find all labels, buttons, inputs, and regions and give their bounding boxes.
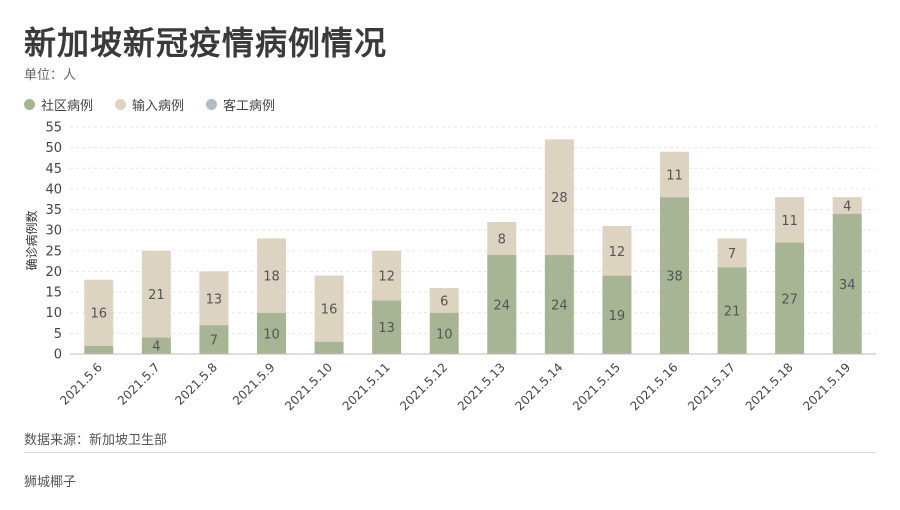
bar-label-0-2021.5.19: 34 [839, 278, 856, 293]
bar-1-2021.5.10 [314, 275, 344, 342]
bar-label-1-2021.5.8: 13 [206, 292, 223, 307]
bar-label-1-2021.5.6: 16 [91, 307, 108, 322]
bar-label-1-2021.5.10: 16 [321, 303, 338, 318]
bar-label-1-2021.5.9: 18 [263, 270, 280, 285]
y-tick-label-40: 40 [45, 182, 62, 197]
brand-name: 狮城椰子 [24, 475, 77, 490]
bar-1-2021.5.12 [429, 287, 459, 313]
x-tick-label-2021.5.13: 2021.5.13 [455, 360, 508, 413]
legend-dot-worker [206, 99, 218, 110]
x-tick-label-2021.5.17: 2021.5.17 [685, 360, 738, 413]
unit-label: 单位：人 [24, 68, 77, 83]
y-tick-label-45: 45 [45, 162, 62, 177]
x-tick-label-2021.5.19: 2021.5.19 [800, 360, 853, 413]
bar-label-0-2021.5.12: 10 [436, 327, 453, 342]
bar-label-0-2021.5.13: 24 [494, 298, 511, 313]
legend-item-imported[interactable]: 输入病例 [115, 95, 184, 114]
bar-1-2021.5.19 [832, 197, 862, 214]
bar-0-2021.5.11 [372, 300, 402, 354]
x-tick-label-2021.5.7: 2021.5.7 [115, 360, 163, 408]
y-axis-title: 确诊病例数 [24, 210, 39, 270]
bar-label-1-2021.5.15: 12 [609, 245, 626, 260]
x-tick-label-2021.5.12: 2021.5.12 [397, 360, 450, 413]
bar-1-2021.5.11 [372, 250, 402, 301]
y-tick-label-10: 10 [45, 306, 62, 321]
bar-0-2021.5.18 [775, 242, 805, 354]
bar-1-2021.5.7 [141, 250, 171, 338]
bar-0-2021.5.8 [199, 325, 229, 354]
y-tick-label-5: 5 [54, 327, 62, 342]
bar-0-2021.5.13 [487, 254, 517, 354]
bar-label-1-2021.5.12: 6 [440, 294, 448, 309]
bar-label-1-2021.5.19: 4 [843, 199, 851, 214]
footer-divider [24, 452, 876, 453]
y-tick-label-50: 50 [45, 141, 62, 156]
bar-0-2021.5.6 [84, 345, 114, 354]
y-tick-label-15: 15 [45, 286, 62, 301]
x-tick-label-2021.5.14: 2021.5.14 [512, 360, 565, 413]
bar-label-1-2021.5.17: 7 [728, 247, 736, 262]
bar-0-2021.5.10 [314, 341, 344, 354]
bar-0-2021.5.16 [660, 197, 689, 354]
y-tick-label-0: 0 [54, 348, 62, 363]
bar-0-2021.5.7 [141, 337, 171, 354]
bar-label-1-2021.5.16: 11 [666, 168, 683, 183]
bar-0-2021.5.12 [429, 312, 459, 354]
bar-1-2021.5.13 [487, 221, 517, 255]
bar-label-0-2021.5.17: 21 [724, 305, 741, 320]
bar-label-1-2021.5.7: 21 [148, 288, 165, 303]
x-tick-label-2021.5.18: 2021.5.18 [743, 360, 796, 413]
bar-label-0-2021.5.7: 4 [152, 340, 160, 355]
stacked-bar-chart: 0 5 10 15 20 25 30 35 40 45 50 55 确诊病例数 16 2021.5.6 4 21… [24, 121, 876, 413]
y-tick-label-25: 25 [45, 244, 62, 259]
chart-title: 新加坡新冠疫情病例情况 [24, 24, 388, 62]
legend-dot-community [24, 99, 35, 110]
y-tick-label-35: 35 [45, 203, 62, 218]
bar-label-1-2021.5.11: 12 [378, 270, 395, 285]
bar-label-1-2021.5.18: 11 [781, 214, 798, 229]
bar-0-2021.5.14 [544, 254, 574, 354]
legend-label-imported: 输入病例 [132, 99, 185, 114]
legend-item-worker[interactable]: 客工病例 [206, 95, 275, 114]
y-tick-label-30: 30 [45, 224, 62, 239]
bar-label-0-2021.5.18: 27 [781, 292, 798, 307]
bar-1-2021.5.14 [544, 139, 574, 255]
x-tick-label-2021.5.16: 2021.5.16 [628, 360, 681, 413]
legend-label-worker: 客工病例 [223, 99, 276, 114]
bar-label-0-2021.5.14: 24 [551, 298, 568, 313]
bar-1-2021.5.9 [257, 238, 286, 313]
bar-1-2021.5.8 [199, 271, 229, 326]
x-tick-label-2021.5.8: 2021.5.8 [172, 360, 220, 408]
bar-0-2021.5.15 [602, 275, 632, 354]
data-source: 数据来源：新加坡卫生部 [24, 433, 168, 448]
bar-label-0-2021.5.16: 38 [666, 270, 683, 285]
bar-label-1-2021.5.14: 28 [551, 191, 568, 206]
x-tick-label-2021.5.9: 2021.5.9 [230, 360, 278, 408]
x-tick-label-2021.5.6: 2021.5.6 [57, 360, 105, 408]
bar-1-2021.5.6 [84, 279, 114, 346]
y-tick-label-20: 20 [45, 265, 62, 280]
bar-0-2021.5.17 [717, 267, 747, 354]
legend-dot-imported [115, 99, 127, 110]
bar-label-0-2021.5.11: 13 [378, 321, 395, 336]
bar-1-2021.5.17 [717, 238, 747, 268]
bar-label-0-2021.5.8: 7 [210, 334, 218, 349]
y-tick-label-55: 55 [45, 121, 62, 136]
bar-0-2021.5.19 [832, 213, 862, 354]
legend-item-community[interactable]: 社区病例 [24, 95, 93, 114]
x-tick-label-2021.5.11: 2021.5.11 [340, 360, 393, 413]
bar-1-2021.5.18 [775, 197, 805, 243]
legend-label-community: 社区病例 [41, 99, 94, 114]
bar-0-2021.5.9 [257, 312, 286, 354]
legend: 社区病例 输入病例 客工病例 [24, 95, 275, 114]
bar-label-1-2021.5.13: 8 [498, 232, 506, 247]
bar-1-2021.5.15 [602, 226, 632, 276]
bar-1-2021.5.16 [660, 151, 689, 198]
x-tick-label-2021.5.10: 2021.5.10 [282, 360, 335, 413]
bar-label-0-2021.5.15: 19 [609, 309, 626, 324]
bar-label-0-2021.5.9: 10 [263, 327, 280, 342]
x-tick-label-2021.5.15: 2021.5.15 [570, 360, 623, 413]
